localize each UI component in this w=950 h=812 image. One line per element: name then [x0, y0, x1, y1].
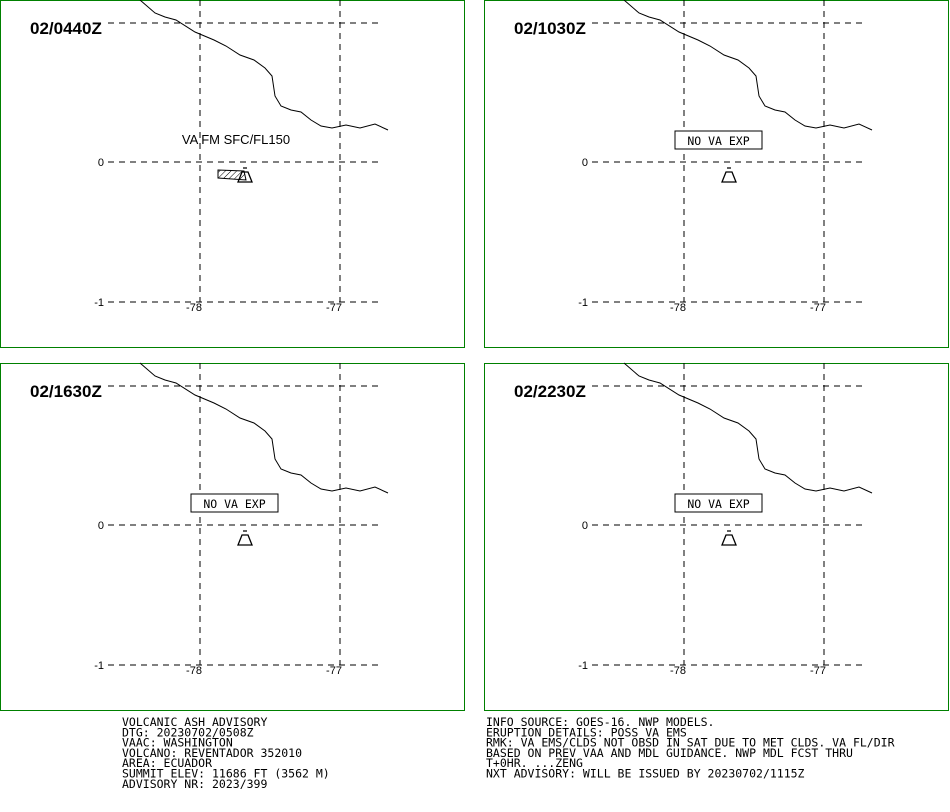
- lon-label: -77: [810, 665, 826, 677]
- advisory-line: INFO SOURCE: GOES-16. NWP MODELS.: [486, 715, 714, 729]
- valid-time: 02/1030Z: [514, 19, 586, 38]
- volcano-symbol: [237, 167, 253, 183]
- advisory-line: BASED ON PREV VAA AND MDL GUIDANCE. NWP …: [486, 746, 853, 760]
- annotation: NO VA EXP: [203, 497, 265, 511]
- advisory-line: SUMMIT ELEV: 11686 FT (3562 M): [122, 767, 330, 781]
- ash-cloud: [217, 169, 247, 181]
- annotation-box: [190, 493, 279, 513]
- panel-border: [484, 363, 949, 711]
- panel-border: [484, 0, 949, 348]
- map-panel: 0 -1 -78 -77 02/1030Z NO VA EXP: [484, 0, 949, 348]
- panel-border: [0, 0, 465, 348]
- lat-label: 0: [582, 157, 588, 169]
- advisory-line: VAAC: WASHINGTON: [122, 736, 233, 750]
- lon-label: -77: [810, 302, 826, 314]
- map-panel: 0 -1 -78 -77 02/2230Z NO VA EXP: [484, 362, 949, 711]
- annotation-box: [674, 493, 763, 513]
- advisory-line: RMK: VA EMS/CLDS NOT OBSD IN SAT DUE TO …: [486, 736, 895, 750]
- coastline: [139, 362, 389, 494]
- map-panel: 0 -1 -78 -77 02/1630Z NO VA EXP: [0, 362, 465, 711]
- lon-label: -78: [186, 302, 202, 314]
- volcano-symbol: [721, 530, 737, 546]
- map-panel: 0 -1 -78 -77 02/0440Z VA FM SFC/FL150: [0, 0, 465, 348]
- coastline: [623, 362, 873, 494]
- annotation: VA FM SFC/FL150: [182, 132, 290, 147]
- valid-time: 02/2230Z: [514, 382, 586, 401]
- lat-label: -1: [94, 660, 104, 672]
- lat-label: 0: [98, 157, 104, 169]
- lat-label: -1: [578, 297, 588, 309]
- advisory-line: VOLCANO: REVENTADOR 352010: [122, 746, 302, 760]
- annotation: NO VA EXP: [687, 497, 749, 511]
- coastline: [623, 0, 873, 131]
- annotation-box: [674, 130, 763, 150]
- volcano-symbol: [721, 167, 737, 183]
- lat-label: -1: [578, 660, 588, 672]
- volcano-symbol: [237, 530, 253, 546]
- coastline: [139, 0, 389, 131]
- annotation: NO VA EXP: [687, 134, 749, 148]
- lon-label: -77: [326, 665, 342, 677]
- valid-time: 02/0440Z: [30, 19, 102, 38]
- lat-label: 0: [98, 520, 104, 532]
- lat-label: -1: [94, 297, 104, 309]
- lon-label: -78: [670, 665, 686, 677]
- lon-label: -78: [670, 302, 686, 314]
- advisory-line: AREA: ECUADOR: [122, 756, 212, 770]
- advisory-line: ERUPTION DETAILS: POSS VA EMS: [486, 725, 687, 739]
- lon-label: -77: [326, 302, 342, 314]
- panel-border: [0, 363, 465, 711]
- valid-time: 02/1630Z: [30, 382, 102, 401]
- advisory-line: ADVISORY NR: 2023/399: [122, 777, 267, 791]
- advisory-line: NXT ADVISORY: WILL BE ISSUED BY 20230702…: [486, 767, 805, 781]
- advisory-line: VOLCANIC ASH ADVISORY: [122, 715, 267, 729]
- lat-label: 0: [582, 520, 588, 532]
- advisory-line: T+0HR. ...ZENG: [486, 756, 583, 770]
- advisory-line: DTG: 20230702/0508Z: [122, 725, 254, 739]
- lon-label: -78: [186, 665, 202, 677]
